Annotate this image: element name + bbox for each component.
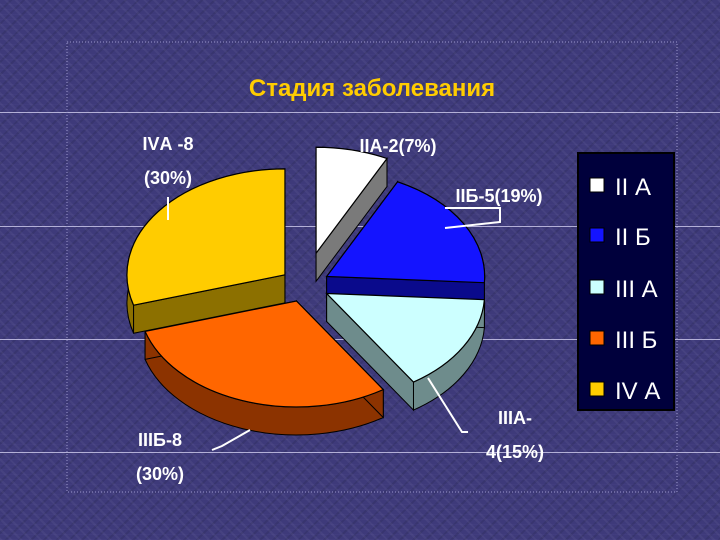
data-label-4a: IVА -8 (142, 134, 193, 154)
legend-swatch-2a (589, 177, 605, 193)
plot-area-border (66, 41, 678, 493)
label-leaders (167, 155, 501, 451)
legend-label-2b: II Б (615, 224, 651, 251)
leader-line-3b (211, 429, 251, 451)
slice-3b (144, 300, 385, 408)
data-labels: IIА-2(7%) IIБ-5(19%) IIIА- 4(15%) IIIБ-8 (30%… (136, 134, 544, 484)
chart-title: Стадия заболевания (249, 75, 495, 102)
slice-4a (126, 168, 286, 306)
legend-swatch-2b (589, 227, 605, 243)
data-label-3a: 4(15%) (486, 442, 544, 462)
legend-swatch-4a (589, 381, 605, 397)
data-label-2a: IIА-2(7%) (359, 136, 436, 156)
gridline (0, 226, 720, 227)
slice-3a (325, 292, 486, 383)
legend-label-3b: III Б (615, 327, 657, 354)
data-label-3b: (30%) (136, 464, 184, 484)
leader-line-3a (427, 377, 468, 433)
slice-2b (325, 181, 486, 284)
legend-label-4a: IV А (615, 378, 660, 405)
gridline (0, 112, 720, 113)
legend-label-3a: III А (615, 276, 658, 303)
gridline (0, 452, 720, 453)
data-label-4a: (30%) (144, 168, 192, 188)
data-label-3a: IIIА- (498, 408, 532, 428)
slices-top (126, 146, 486, 408)
legend-swatch-3b (589, 330, 605, 346)
slice-2a (315, 146, 388, 256)
data-label-3b: IIIБ-8 (138, 430, 182, 450)
legend-label-2a: II А (615, 174, 651, 201)
leader-line-2a (339, 155, 356, 179)
leader-line-2b (444, 207, 501, 229)
legend: II А II Б III А III Б IV А (577, 152, 675, 411)
legend-swatch-3a (589, 279, 605, 295)
data-label-2b: IIБ-5(19%) (456, 186, 543, 206)
